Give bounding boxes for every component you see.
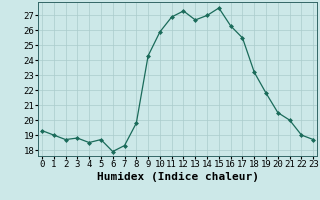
X-axis label: Humidex (Indice chaleur): Humidex (Indice chaleur): [97, 172, 259, 182]
